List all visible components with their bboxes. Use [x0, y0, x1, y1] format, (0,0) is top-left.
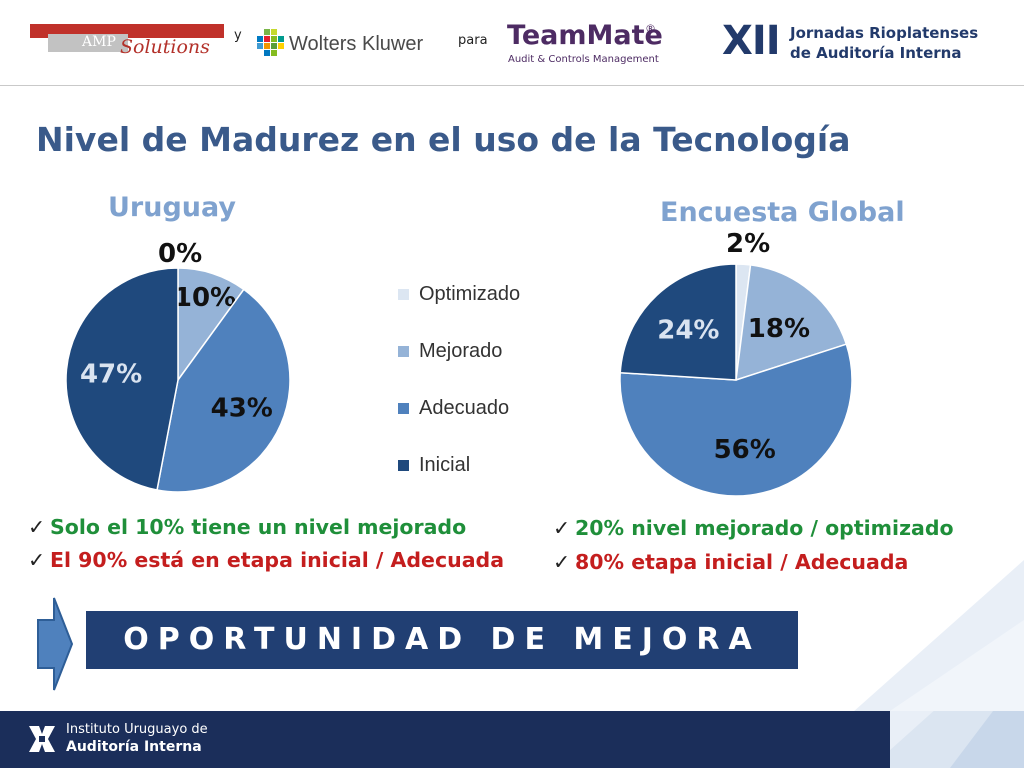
footer: Instituto Uruguayo de Auditoría Interna	[0, 711, 890, 768]
amp-solutions-logo: AMP Solutions	[30, 24, 224, 64]
teammate-name: TeamMate	[507, 20, 663, 51]
slide-title: Nivel de Madurez en el uso de la Tecnolo…	[36, 120, 851, 159]
teammate-logo: TeamMate ® Audit & Controls Management	[507, 20, 667, 70]
footer-institute-line-2: Auditoría Interna	[66, 739, 202, 755]
check-icon: ✓	[553, 516, 571, 540]
header: AMP Solutions y Wolters Kluwer para Team…	[0, 0, 1024, 86]
bullet-left-2: ✓ El 90% está en etapa inicial / Adecuada	[28, 548, 504, 572]
pie-slice-adecuado	[156, 288, 291, 493]
chart-legend: Optimizado Mejorado Adecuado Inicial	[398, 280, 588, 480]
pie-label-adecuado: 56%	[714, 435, 776, 465]
amp-logo-text: AMP	[82, 34, 116, 50]
banner-text: OPORTUNIDAD DE MEJORA	[123, 622, 761, 657]
pie-label-inicial: 47%	[80, 360, 142, 390]
bullet-right-1: ✓ 20% nivel mejorado / optimizado	[553, 516, 954, 540]
pie-slice-inicial	[619, 263, 737, 381]
amp-logo-grey-block	[48, 34, 128, 52]
pie-chart-global: 18% 56% 24%	[619, 263, 853, 497]
bullet-text: 80% etapa inicial / Adecuada	[575, 550, 909, 574]
bullet-right-2: ✓ 80% etapa inicial / Adecuada	[553, 550, 908, 574]
legend-label: Inicial	[419, 454, 471, 476]
wolters-kluwer-mark-icon	[257, 29, 284, 56]
chart-title-global: Encuesta Global	[660, 197, 905, 228]
legend-swatch	[398, 460, 409, 471]
check-icon: ✓	[553, 550, 571, 574]
jornadas-numeral: XII	[722, 18, 781, 64]
jornadas-logo: XII Jornadas Rioplatenses de Auditoría I…	[722, 18, 1002, 70]
conjunction-y: y	[234, 28, 242, 43]
legend-swatch	[398, 403, 409, 414]
jornadas-line-2: de Auditoría Interna	[790, 44, 962, 62]
legend-swatch	[398, 346, 409, 357]
bullet-left-1: ✓ Solo el 10% tiene un nivel mejorado	[28, 515, 466, 539]
amp-logo-solutions-text: Solutions	[120, 36, 210, 58]
pie-label-mejorado: 18%	[748, 314, 810, 344]
bullet-text: El 90% está en etapa inicial / Adecuada	[50, 548, 505, 572]
check-icon: ✓	[28, 515, 46, 539]
pie-label-uruguay-optimizado: 0%	[158, 239, 202, 269]
wolters-kluwer-text: Wolters Kluwer	[289, 33, 424, 55]
pie-label-mejorado: 10%	[174, 283, 236, 313]
legend-swatch	[398, 289, 409, 300]
pie-label-inicial: 24%	[657, 315, 719, 345]
pie-label-adecuado: 43%	[211, 394, 273, 424]
conjunction-para: para	[458, 33, 488, 48]
legend-label: Mejorado	[419, 340, 503, 362]
pie-slice-adecuado	[619, 343, 853, 497]
jornadas-line-1: Jornadas Rioplatenses	[790, 24, 979, 42]
pie-slice-mejorado	[735, 264, 848, 382]
check-icon: ✓	[28, 548, 46, 572]
teammate-subtitle: Audit & Controls Management	[508, 54, 659, 65]
opportunity-banner: OPORTUNIDAD DE MEJORA	[86, 611, 798, 669]
wolters-kluwer-logo: Wolters Kluwer	[252, 26, 452, 62]
pie-slice-inicial	[65, 267, 179, 491]
arrow-right-icon	[37, 597, 74, 691]
header-divider	[0, 85, 1024, 86]
pie-chart-uruguay: 10% 43% 47%	[65, 267, 291, 493]
bullet-text: 20% nivel mejorado / optimizado	[575, 516, 954, 540]
footer-institute-line-1: Instituto Uruguayo de	[66, 722, 208, 737]
pie-label-global-optimizado: 2%	[726, 229, 770, 259]
bullet-text: Solo el 10% tiene un nivel mejorado	[50, 515, 467, 539]
pie-uruguay-outside-label: 0%	[158, 239, 202, 269]
legend-label: Adecuado	[419, 397, 510, 419]
chart-title-uruguay: Uruguay	[108, 192, 236, 223]
iuai-logo-icon	[29, 726, 55, 752]
legend-label: Optimizado	[419, 283, 521, 305]
pie-global-outside-label: 2%	[726, 229, 770, 259]
teammate-registered-mark: ®	[645, 22, 656, 35]
